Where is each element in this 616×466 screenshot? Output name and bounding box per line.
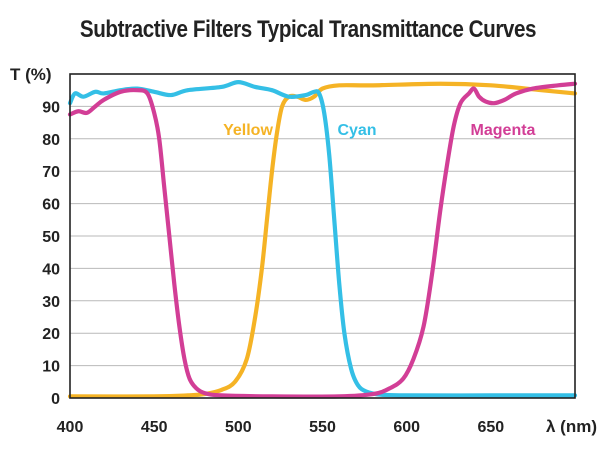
x-tick-label: 500 — [225, 419, 252, 436]
y-tick-label: 20 — [42, 326, 60, 343]
y-tick-label: 30 — [42, 294, 60, 311]
series-curves — [67, 80, 578, 399]
chart-title: Subtractive Filters Typical Transmittanc… — [79, 16, 537, 43]
y-tick-label: 40 — [42, 261, 60, 278]
x-tick-label: 400 — [57, 419, 84, 436]
y-tick-label: 10 — [42, 359, 60, 376]
plot-frame — [69, 73, 576, 399]
series-label-yellow: Yellow — [223, 122, 273, 139]
series-line-yellow — [67, 81, 578, 399]
y-axis-label: T (%) — [10, 65, 52, 84]
y-tick-label: 80 — [42, 132, 60, 149]
y-tick-label: 50 — [42, 229, 60, 246]
series-label-magenta: Magenta — [471, 122, 536, 139]
series-line-magenta — [67, 81, 578, 399]
y-tick-label: 70 — [42, 164, 60, 181]
y-tick-labels: 0 10 20 30 40 50 60 70 80 90 — [42, 99, 60, 408]
y-tick-label: 0 — [51, 391, 60, 408]
x-tick-labels: 400 450 500 550 600 650 — [57, 419, 505, 436]
series-label-cyan: Cyan — [337, 122, 376, 139]
x-tick-label: 450 — [141, 419, 168, 436]
series-labels: Yellow Cyan Magenta — [223, 122, 535, 139]
y-tick-label: 60 — [42, 197, 60, 214]
x-tick-label: 650 — [477, 419, 504, 436]
y-tick-label: 90 — [42, 99, 60, 116]
x-axis-label: λ (nm) — [546, 417, 597, 436]
x-tick-label: 600 — [393, 419, 420, 436]
grid-lines — [70, 105, 575, 367]
x-tick-label: 550 — [309, 419, 336, 436]
